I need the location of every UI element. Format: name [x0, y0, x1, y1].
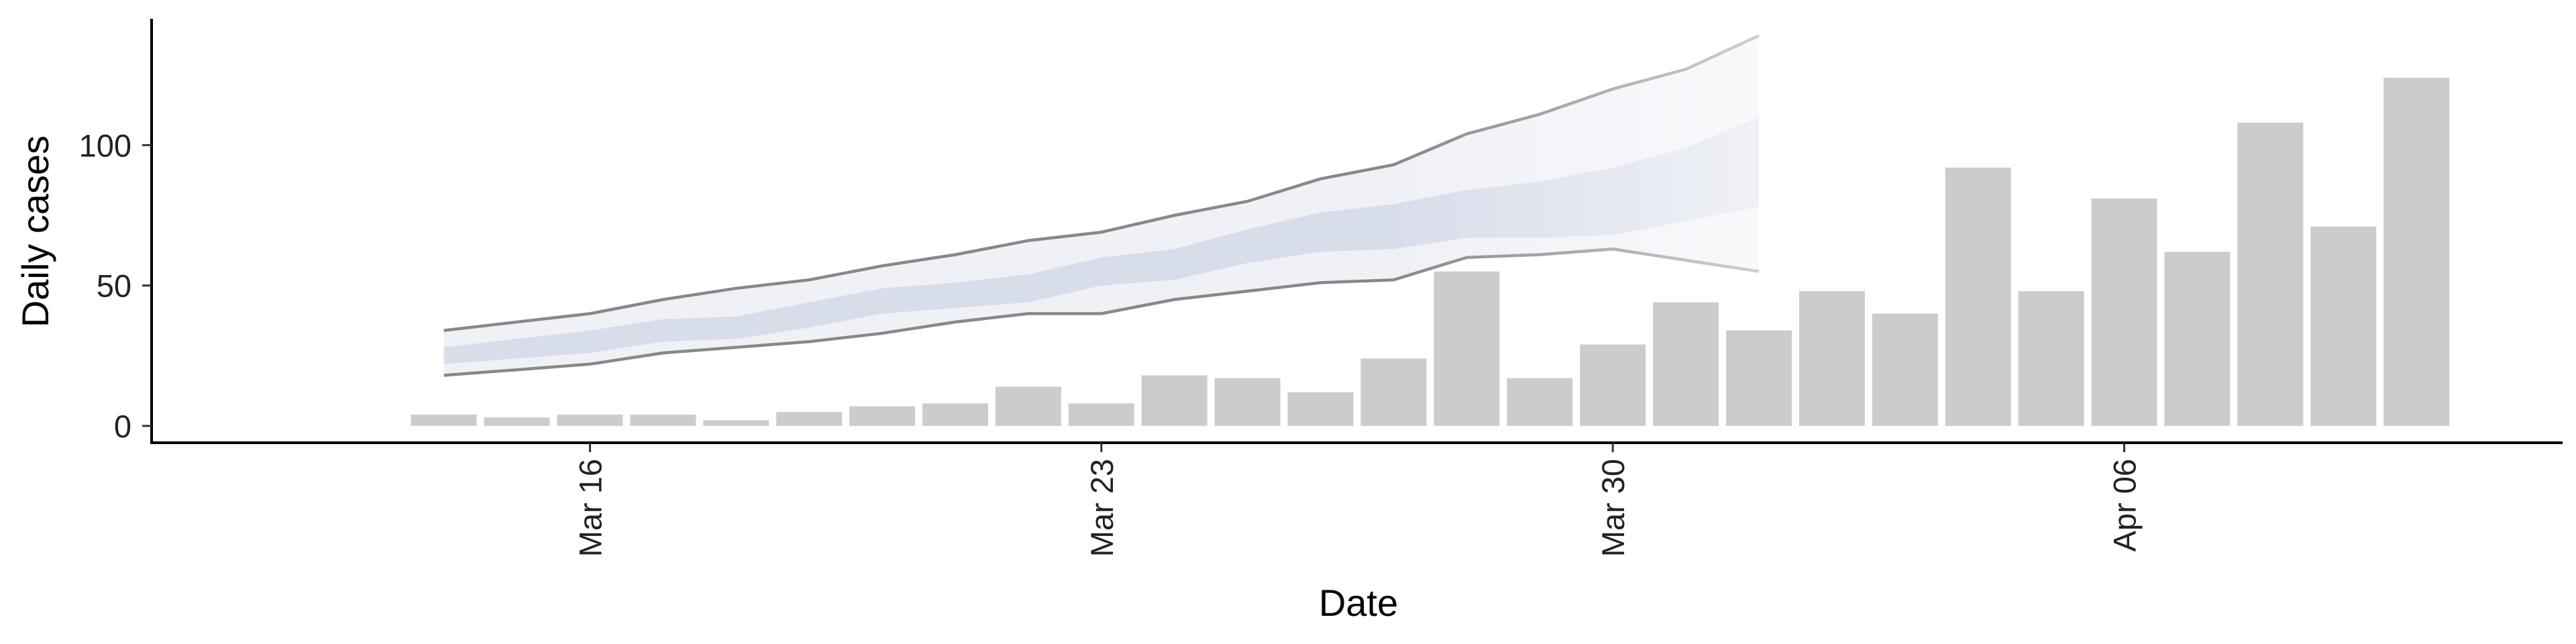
bar	[1580, 344, 1646, 426]
y-tick-label: 0	[114, 409, 131, 444]
bar	[1799, 291, 1865, 426]
bar	[2091, 198, 2157, 426]
bar	[922, 403, 988, 426]
bar	[1434, 271, 1500, 426]
bar	[1945, 167, 2011, 426]
bar	[2310, 226, 2377, 426]
x-tick-label: Apr 06	[2107, 459, 2143, 551]
x-tick-label: Mar 23	[1084, 459, 1120, 557]
bar	[1726, 330, 1792, 426]
x-tick-label: Mar 16	[572, 459, 608, 557]
bar	[557, 415, 623, 426]
y-axis-ticks: 0 50 100	[79, 127, 152, 444]
x-tick-label: Mar 30	[1595, 459, 1631, 557]
bar	[411, 415, 477, 426]
bar	[849, 406, 916, 426]
x-axis-ticks: Mar 16 Mar 23 Mar 30 Apr 06	[572, 443, 2143, 557]
bar	[1287, 392, 1354, 426]
estimate-band-layer	[443, 19, 1762, 441]
y-axis-title: Daily cases	[14, 136, 56, 327]
bar	[2383, 77, 2450, 426]
bar	[630, 415, 696, 426]
y-tick-label: 50	[97, 268, 131, 304]
bar	[1507, 378, 1573, 426]
bar	[1360, 358, 1427, 426]
bar	[484, 417, 550, 426]
bar	[2164, 252, 2231, 426]
bar	[1214, 378, 1281, 426]
bar	[2237, 122, 2304, 426]
bar	[1653, 302, 1719, 426]
bars-layer	[411, 77, 2450, 426]
band-90-area	[443, 36, 1759, 376]
bar	[1068, 403, 1134, 426]
band-50-area	[443, 117, 1759, 364]
bar	[1872, 313, 1938, 426]
y-tick-label: 100	[79, 127, 131, 163]
x-axis-title: Date	[1319, 582, 1398, 624]
bar	[995, 386, 1061, 426]
bar	[776, 412, 843, 426]
bar	[1141, 375, 1208, 426]
bar	[2018, 291, 2084, 426]
bar	[703, 420, 769, 426]
